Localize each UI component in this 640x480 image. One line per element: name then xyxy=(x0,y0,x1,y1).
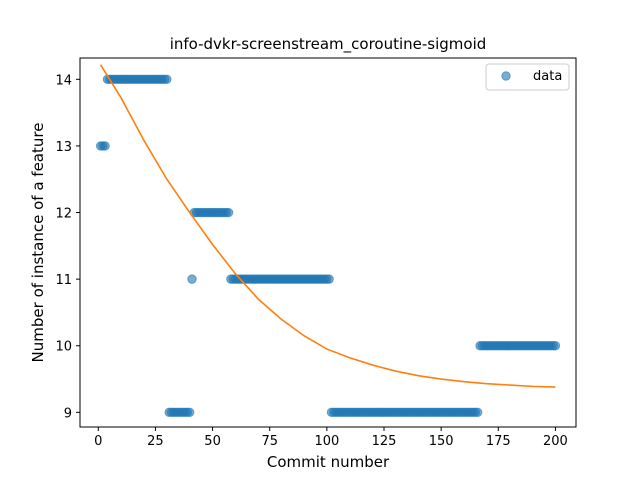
fit-curve xyxy=(99,64,556,388)
data-point xyxy=(187,274,197,284)
legend-marker-data xyxy=(501,71,511,81)
y-tick-label: 11 xyxy=(55,273,72,288)
chart-title: info-dvkr-screenstream_coroutine-sigmoid xyxy=(170,35,487,54)
data-point xyxy=(473,407,483,418)
x-tick-label: 75 xyxy=(261,434,278,449)
y-axis-label: Number of instance of a feature xyxy=(29,123,47,363)
x-tick-label: 50 xyxy=(204,434,221,449)
data-point xyxy=(324,274,334,284)
plot-frame xyxy=(79,57,577,428)
y-tick-label: 12 xyxy=(55,207,72,222)
y-tick-label: 13 xyxy=(55,140,72,155)
y-tick-label: 14 xyxy=(55,73,72,88)
data-point xyxy=(100,141,110,151)
x-tick-label: 0 xyxy=(94,434,102,449)
y-tick-label: 10 xyxy=(55,340,72,355)
data-point xyxy=(550,341,561,351)
data-point xyxy=(223,207,234,218)
data-points xyxy=(95,74,561,418)
legend-box xyxy=(485,63,570,91)
legend-label-data: data xyxy=(533,69,562,84)
x-tick-label: 150 xyxy=(429,434,454,449)
x-axis: 0 25 50 75 100 125 150 175 200 xyxy=(94,427,568,449)
x-tick-label: 25 xyxy=(147,434,164,449)
x-tick-label: 100 xyxy=(314,434,339,449)
data-point xyxy=(162,74,172,85)
x-tick-label: 175 xyxy=(486,434,511,449)
y-axis: 9 10 11 12 13 14 xyxy=(55,73,80,421)
x-tick-label: 125 xyxy=(372,434,397,449)
x-tick-label: 200 xyxy=(543,434,568,449)
fit-curve-layer xyxy=(99,64,556,388)
y-tick-label: 9 xyxy=(64,406,72,421)
data-point xyxy=(185,407,195,418)
legend: data xyxy=(485,63,570,91)
x-axis-label: Commit number xyxy=(267,453,390,471)
